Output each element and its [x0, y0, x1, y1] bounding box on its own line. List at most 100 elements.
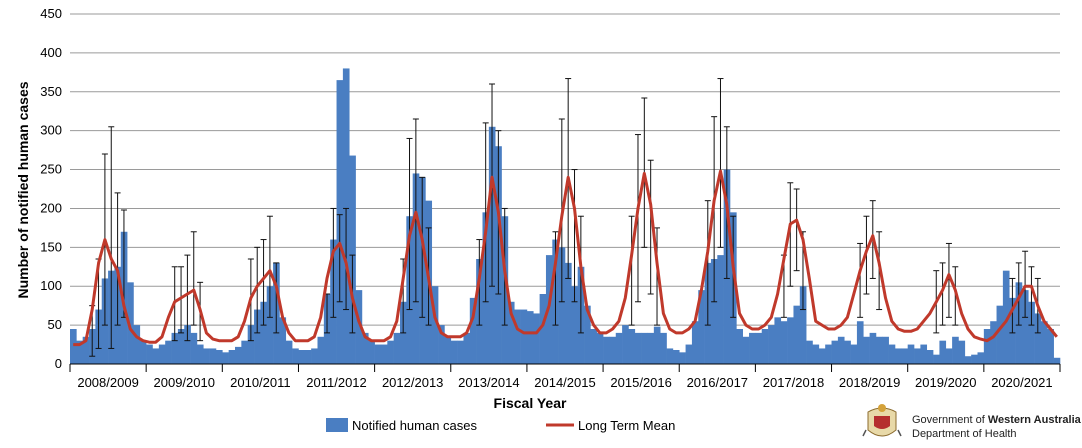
bar — [311, 348, 318, 364]
legend-bars-label: Notified human cases — [352, 418, 478, 433]
bar — [869, 332, 877, 364]
x-tick-label: 2008/2009 — [77, 375, 138, 390]
bar — [679, 352, 686, 364]
bar — [774, 317, 782, 364]
bar — [1002, 270, 1010, 364]
bar — [469, 297, 477, 364]
bar — [254, 309, 261, 364]
bar — [533, 313, 540, 364]
bar — [209, 348, 217, 364]
legend-bars-swatch — [326, 418, 348, 432]
bar — [539, 294, 547, 364]
bar — [463, 332, 471, 364]
bar — [146, 344, 153, 364]
gridlines — [70, 13, 1060, 365]
bar — [190, 332, 198, 364]
bar — [761, 329, 769, 364]
bar — [266, 286, 274, 364]
y-tick-label: 150 — [40, 239, 62, 254]
x-tick-label: 2009/2010 — [154, 375, 215, 390]
bar — [526, 311, 534, 364]
bar — [717, 255, 724, 364]
bar — [641, 332, 648, 364]
bar — [596, 332, 604, 364]
bar — [850, 344, 858, 364]
bar — [70, 329, 77, 364]
bar — [958, 340, 966, 364]
bar — [660, 332, 667, 364]
bar — [622, 325, 629, 364]
bar — [939, 340, 947, 364]
bar — [158, 344, 166, 364]
bar — [235, 346, 242, 364]
bar — [952, 336, 959, 364]
coat-of-arms-icon — [862, 404, 902, 437]
bar — [806, 340, 813, 364]
mean-line — [73, 169, 1058, 347]
bar — [438, 325, 445, 364]
bar — [584, 305, 591, 364]
bar — [964, 356, 972, 364]
y-tick-label: 300 — [40, 123, 62, 138]
bar — [590, 329, 598, 364]
bar — [895, 348, 902, 364]
bar — [571, 286, 578, 364]
bar — [990, 321, 997, 364]
bar — [787, 317, 794, 364]
bar — [844, 340, 851, 364]
bar — [171, 332, 179, 364]
bar — [260, 301, 268, 364]
bar — [450, 340, 458, 364]
bar — [888, 344, 896, 364]
x-axis: 2008/2009 2009/2010 2010/2011 2011/2012 2012… — [69, 363, 1061, 390]
x-tick-label: 2016/2017 — [687, 375, 748, 390]
bar — [380, 344, 388, 364]
y-tick-label: 100 — [40, 278, 62, 293]
bar — [736, 329, 743, 364]
bar — [609, 336, 617, 364]
y-tick-label: 0 — [55, 356, 62, 371]
bar — [139, 340, 147, 364]
bar — [691, 321, 699, 364]
bar — [177, 329, 185, 364]
bar — [685, 344, 693, 364]
bar — [152, 348, 160, 364]
y-tick-label: 400 — [40, 45, 62, 60]
bar — [926, 350, 934, 364]
mean-line-series — [73, 169, 1058, 347]
bar — [793, 305, 801, 364]
bar — [361, 332, 369, 364]
y-axis: 0 50 100 150 200 250 300 350 400 450 — [40, 6, 62, 371]
bar — [520, 309, 528, 364]
bar — [298, 350, 306, 364]
bar — [215, 350, 223, 364]
bar — [368, 340, 375, 364]
bar — [977, 352, 985, 364]
bar — [749, 332, 756, 364]
bar — [444, 336, 452, 364]
bar — [666, 348, 674, 364]
bar — [603, 336, 610, 364]
bar — [647, 332, 655, 364]
bar — [393, 332, 401, 364]
legend-line-label: Long Term Mean — [578, 418, 675, 433]
bar — [565, 262, 572, 364]
bar — [780, 321, 788, 364]
x-tick-label: 2012/2013 — [382, 375, 443, 390]
y-tick-label: 450 — [40, 6, 62, 21]
bar — [292, 348, 299, 364]
bar — [355, 290, 363, 364]
x-tick-label: 2013/2014 — [458, 375, 519, 390]
bar — [628, 329, 636, 364]
bar — [907, 344, 915, 364]
bar — [742, 336, 750, 364]
bar — [374, 344, 382, 364]
bar — [825, 344, 832, 364]
government-logo: Government of Western Australia Departme… — [862, 404, 1082, 440]
bar — [133, 325, 141, 364]
bar — [507, 301, 515, 364]
bar — [799, 286, 807, 364]
bar — [317, 336, 325, 364]
bar — [285, 340, 293, 364]
